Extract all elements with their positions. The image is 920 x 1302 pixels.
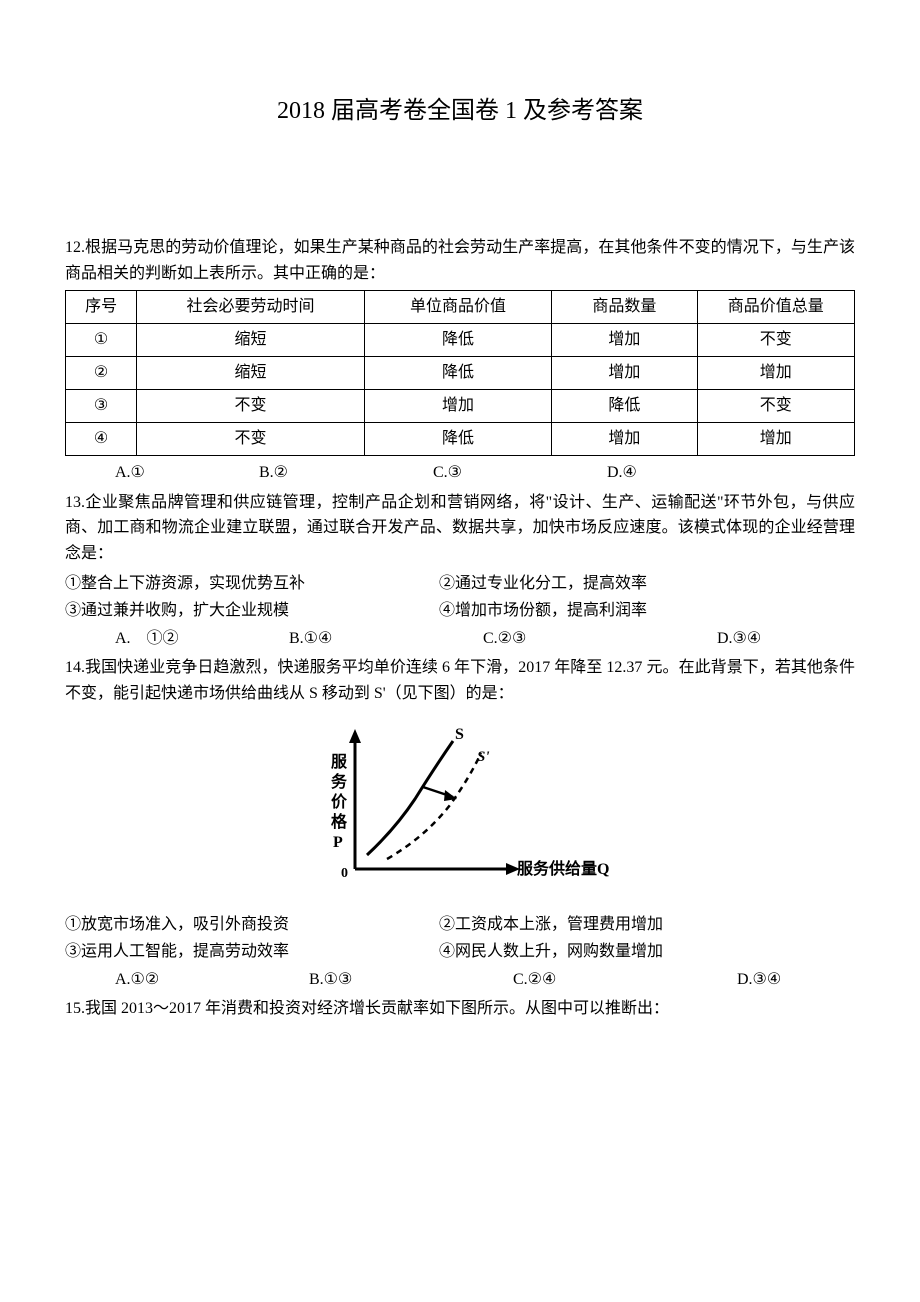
table-row: ③ 不变 增加 降低 不变 [66,390,855,423]
table-cell: 降低 [552,390,697,423]
option-b: B.② [259,460,429,486]
table-cell: 增加 [364,390,551,423]
option-d: D.③④ [717,626,761,652]
s-label: S [455,726,464,743]
q14-stmt: ②工资成本上涨，管理费用增加 [439,912,663,938]
origin-label: 0 [341,866,348,881]
q14-stmt: ①放宽市场准入，吸引外商投资 [65,912,435,938]
table-cell: 降低 [364,324,551,357]
q13-stem: 13.企业聚焦品牌管理和供应链管理，控制产品企划和营销网络，将"设计、生产、运输… [65,490,855,567]
table-header: 单位商品价值 [364,291,551,324]
table-cell: 增加 [697,423,854,456]
table-row: 序号 社会必要劳动时间 单位商品价值 商品数量 商品价值总量 [66,291,855,324]
table-header: 社会必要劳动时间 [137,291,365,324]
table-cell: 缩短 [137,357,365,390]
q14-stem: 14.我国快递业竞争日趋激烈，快递服务平均单价连续 6 年下滑，2017 年降至… [65,655,855,706]
q15-stem: 15.我国 2013～2017 年消费和投资对经济增长贡献率如下图所示。从图中可… [65,996,855,1022]
y-arrow-icon [349,729,361,743]
y-label-char: P [333,834,343,851]
table-header: 序号 [66,291,137,324]
document-page: 2018 届高考卷全国卷 1 及参考答案 12.根据马克思的劳动价值理论，如果生… [0,0,920,1066]
q13-stmt: ③通过兼并收购，扩大企业规模 [65,598,435,624]
q14-line: ③运用人工智能，提高劳动效率 ④网民人数上升，网购数量增加 [65,939,855,965]
table-cell: ④ [66,423,137,456]
table-cell: 增加 [552,423,697,456]
table-cell: 不变 [137,390,365,423]
s-prime-label: S' [477,749,490,765]
q13-line: ①整合上下游资源，实现优势互补 ②通过专业化分工，提高效率 [65,571,855,597]
table-cell: 增加 [697,357,854,390]
table-header: 商品价值总量 [697,291,854,324]
table-cell: 增加 [552,324,697,357]
q12-stem: 12.根据马克思的劳动价值理论，如果生产某种商品的社会劳动生产率提高，在其他条件… [65,235,855,286]
table-cell: ③ [66,390,137,423]
q13-stmt: ①整合上下游资源，实现优势互补 [65,571,435,597]
option-b: B.①③ [309,967,509,993]
table-cell: ① [66,324,137,357]
option-c: C.②③ [483,626,713,652]
q14-stmt: ③运用人工智能，提高劳动效率 [65,939,435,965]
option-c: C.②④ [513,967,733,993]
option-a: A.①② [115,967,305,993]
q13-line: ③通过兼并收购，扩大企业规模 ④增加市场份额，提高利润率 [65,598,855,624]
q14-line: ①放宽市场准入，吸引外商投资 ②工资成本上涨，管理费用增加 [65,912,855,938]
table-cell: 降低 [364,357,551,390]
option-a: A. ①② [115,626,285,652]
q13-stmt: ④增加市场份额，提高利润率 [439,598,647,624]
y-label-char: 务 [331,772,348,791]
table-cell: 缩短 [137,324,365,357]
y-label-char: 价 [331,793,348,811]
table-row: ② 缩短 降低 增加 增加 [66,357,855,390]
q12-table: 序号 社会必要劳动时间 单位商品价值 商品数量 商品价值总量 ① 缩短 降低 增… [65,290,855,456]
q14-chart: 服 务 价 格 P 0 S S' 服务供给量Q [65,719,855,894]
s-curve [367,741,453,855]
table-header: 商品数量 [552,291,697,324]
q13-stmt: ②通过专业化分工，提高效率 [439,571,647,597]
table-cell: ② [66,357,137,390]
supply-curve-chart: 服 务 价 格 P 0 S S' 服务供给量Q [305,719,615,889]
option-a: A.① [115,460,255,486]
q13-options: A. ①② B.①④ C.②③ D.③④ [65,626,855,652]
q12-options: A.① B.② C.③ D.④ [65,460,855,486]
q14-stmt: ④网民人数上升，网购数量增加 [439,939,663,965]
y-label-char: 服 [331,753,348,771]
table-cell: 不变 [697,390,854,423]
table-cell: 不变 [137,423,365,456]
table-cell: 增加 [552,357,697,390]
x-label: 服务供给量Q [517,859,609,878]
option-d: D.③④ [737,967,781,993]
option-d: D.④ [607,460,637,486]
y-label-char: 格 [331,812,348,831]
q14-options: A.①② B.①③ C.②④ D.③④ [65,967,855,993]
table-cell: 不变 [697,324,854,357]
table-row: ① 缩短 降低 增加 不变 [66,324,855,357]
table-row: ④ 不变 降低 增加 增加 [66,423,855,456]
option-c: C.③ [433,460,603,486]
table-cell: 降低 [364,423,551,456]
document-title: 2018 届高考卷全国卷 1 及参考答案 [65,90,855,125]
option-b: B.①④ [289,626,479,652]
